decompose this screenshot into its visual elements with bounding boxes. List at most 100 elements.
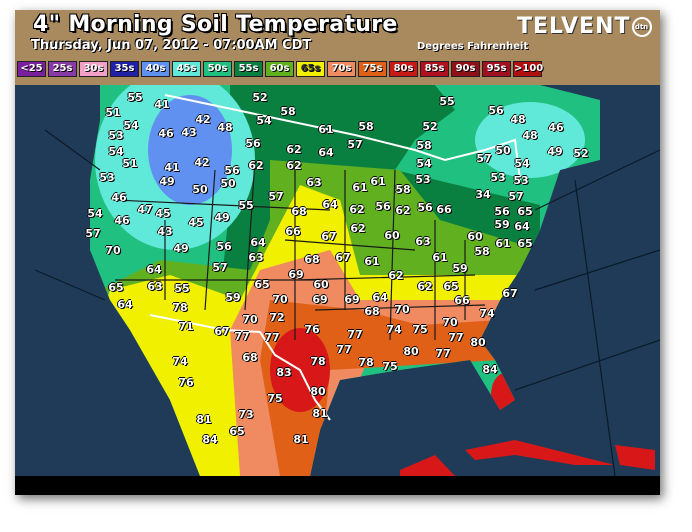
station-temperature: 58 (280, 105, 296, 118)
station-temperature: 63 (306, 176, 322, 189)
station-temperature: 56 (417, 201, 433, 214)
station-temperature: 53 (415, 173, 431, 186)
state-lines (114, 159, 486, 341)
station-temperature: 52 (252, 91, 268, 104)
station-temperature: 54 (87, 207, 103, 220)
legend-swatch: 50s (203, 61, 232, 77)
station-temperature: 62 (286, 159, 302, 172)
station-temperature: 64 (117, 298, 133, 311)
station-temperature: 65 (517, 205, 533, 218)
station-temperature: 56 (375, 200, 391, 213)
station-temperature: 62 (388, 269, 404, 282)
legend-swatch: 65s (296, 61, 325, 77)
station-temperature: 65 (443, 280, 459, 293)
station-temperature: 55 (238, 199, 254, 212)
station-temperature: 74 (172, 355, 188, 368)
station-temperature: 58 (358, 120, 374, 133)
station-temperature: 70 (242, 313, 258, 326)
legend-swatch: 75s (358, 61, 387, 77)
station-temperature: 57 (85, 227, 101, 240)
station-temperature: 69 (312, 293, 328, 306)
station-temperature: 57 (268, 190, 284, 203)
legend-swatch: 60s (265, 61, 294, 77)
station-temperature: 59 (225, 291, 241, 304)
station-temperature: 67 (214, 325, 230, 338)
station-temperature: 54 (108, 145, 124, 158)
station-temperature: 54 (416, 157, 432, 170)
station-temperature: 81 (196, 413, 212, 426)
station-temperature: 43 (181, 126, 197, 139)
station-temperature: 53 (108, 129, 124, 142)
station-temperature: 41 (164, 161, 180, 174)
station-temperature: 63 (415, 235, 431, 248)
station-temperature: 66 (285, 225, 301, 238)
station-temperature: 61 (352, 181, 368, 194)
band-45s-east (475, 102, 585, 178)
station-temperature: 80 (470, 336, 486, 349)
station-temperature: 64 (250, 236, 266, 249)
station-temperature: 71 (178, 320, 194, 333)
station-temperature: 51 (122, 157, 138, 170)
station-temperature: 65 (229, 425, 245, 438)
station-temperature: 77 (435, 347, 451, 360)
station-temperature: 49 (214, 211, 230, 224)
station-temperature: 77 (264, 331, 280, 344)
station-temperature: 42 (194, 156, 210, 169)
station-temperature: 77 (234, 330, 250, 343)
station-temperature: 53 (513, 174, 529, 187)
station-temperature: 62 (417, 280, 433, 293)
station-temperature: 67 (321, 230, 337, 243)
station-temperature: 47 (137, 203, 153, 216)
station-temperature: 48 (217, 121, 233, 134)
station-temperature: 57 (508, 190, 524, 203)
canada-us-border (164, 94, 521, 181)
legend-swatch: 35s (110, 61, 139, 77)
station-temperature: 66 (454, 294, 470, 307)
legend-swatch: 30s (79, 61, 108, 77)
station-temperature: 77 (448, 331, 464, 344)
station-temperature: 43 (157, 225, 173, 238)
station-temperature: 58 (416, 139, 432, 152)
station-temperature: 70 (442, 316, 458, 329)
station-temperature: 54 (256, 114, 272, 127)
legend-swatch: 25s (48, 61, 77, 77)
station-temperature: 64 (318, 146, 334, 159)
yucatan (400, 455, 455, 476)
station-temperature: 70 (105, 244, 121, 257)
station-temperature: 78 (172, 301, 188, 314)
station-temperature: 70 (394, 303, 410, 316)
station-temperature: 50 (495, 144, 511, 157)
map-timestamp: Thursday, Jun 07, 2012 - 07:00AM CDT (31, 38, 312, 53)
station-temperature: 81 (293, 433, 309, 446)
station-temperature: 55 (439, 95, 455, 108)
band-40s-west (148, 95, 232, 205)
station-temperature: 65 (108, 281, 124, 294)
station-temperature: 76 (178, 376, 194, 389)
station-temperature: 65 (517, 237, 533, 250)
station-temperature: 62 (350, 222, 366, 235)
station-temperature: 61 (364, 255, 380, 268)
dtn-badge-icon: dtn (631, 17, 652, 37)
station-temperature: 46 (548, 121, 564, 134)
station-temperature: 66 (436, 203, 452, 216)
station-temperature: 60 (384, 229, 400, 242)
map-title: 4" Morning Soil Temperature (33, 12, 398, 37)
station-temperature: 80 (403, 345, 419, 358)
station-temperature: 49 (173, 242, 189, 255)
station-temperature: 74 (386, 323, 402, 336)
legend-swatch: <25 (17, 61, 46, 77)
legend-swatch: 70s (327, 61, 356, 77)
station-temperature: 48 (522, 129, 538, 142)
band-80s-florida (491, 373, 519, 417)
station-temperature: 75 (267, 392, 283, 405)
station-temperature: 75 (382, 360, 398, 373)
mexico-us-border (149, 314, 331, 421)
station-temperature: 64 (514, 220, 530, 233)
station-temperature: 67 (502, 287, 518, 300)
station-temperature: 68 (364, 305, 380, 318)
station-temperature: 54 (123, 119, 139, 132)
hispaniola (615, 445, 655, 470)
telvent-logo: TELVENT dtn (517, 14, 652, 39)
station-temperature: 63 (248, 251, 264, 264)
station-temperature: 64 (146, 263, 162, 276)
